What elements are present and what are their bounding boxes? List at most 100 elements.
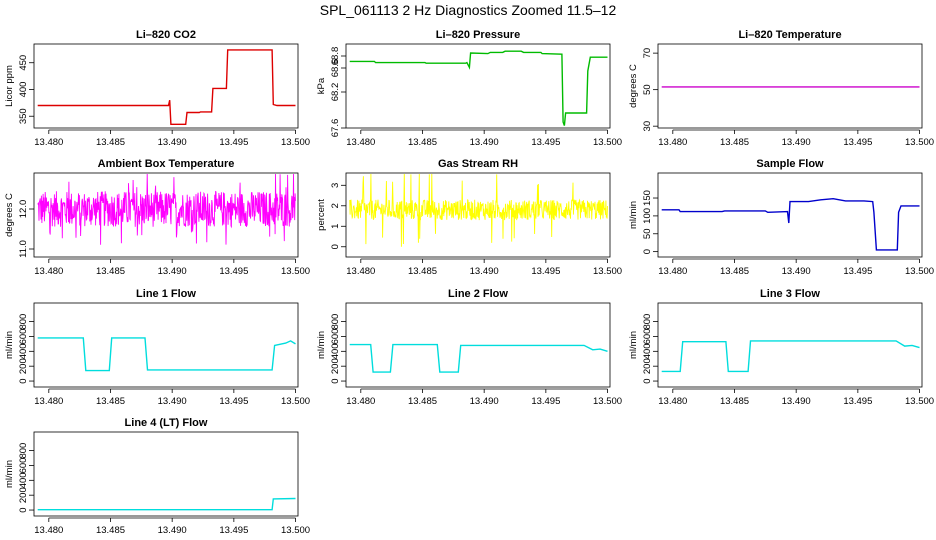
plot-frame: [33, 431, 299, 517]
x-tick-label: 13.490: [470, 137, 499, 148]
x-tick-label: 13.485: [96, 525, 125, 536]
x-tick-label: 13.495: [531, 396, 560, 407]
panel-line-3-flow: Line 3 Flow 13.480 13.485 13.490 13.495 13.50…: [628, 288, 934, 407]
y-tick-label: 0: [18, 507, 29, 512]
x-tick-label: 13.490: [158, 396, 187, 407]
x-tick-label: 13.495: [843, 266, 872, 277]
x-tick-label: 13.495: [843, 137, 872, 148]
y-tick-label: 200: [18, 358, 29, 374]
y-tick-label: 50: [642, 228, 653, 239]
panel-ambient-box-temperature: Ambient Box Temperature 13.480 13.485 13.49…: [4, 158, 310, 277]
y-axis-label: degrees C: [4, 193, 15, 237]
panel-title: Gas Stream RH: [438, 158, 518, 170]
x-tick-label: 13.485: [408, 266, 437, 277]
y-tick-label: 350: [18, 108, 29, 124]
y-tick-label: 68.2: [330, 83, 341, 102]
y-tick-label: 800: [18, 314, 29, 330]
panel-line-2-flow: Line 2 Flow 13.480 13.485 13.490 13.495 13.50…: [316, 288, 622, 407]
x-tick-label: 13.480: [658, 137, 687, 148]
series-line: [661, 197, 920, 251]
x-tick-label: 13.500: [905, 396, 934, 407]
y-tick-label: 450: [18, 55, 29, 71]
x-tick-label: 13.495: [219, 525, 248, 536]
panel-title: Li–820 CO2: [136, 29, 196, 41]
y-tick-label: 12.0: [18, 200, 29, 219]
x-tick-label: 13.485: [720, 396, 749, 407]
x-tick-label: 13.500: [281, 137, 310, 148]
plot-frame: [345, 172, 611, 258]
plot-frame: [33, 172, 299, 258]
panel-gas-stream-rh: Gas Stream RH 13.480 13.485 13.490 13.495 13.…: [316, 158, 622, 277]
y-tick-label: 0: [642, 378, 653, 383]
x-tick-label: 13.485: [720, 137, 749, 148]
x-tick-label: 13.490: [782, 137, 811, 148]
panel-title: Line 4 (LT) Flow: [125, 417, 208, 429]
x-tick-label: 13.480: [346, 137, 375, 148]
y-axis-label: ml/min: [628, 201, 639, 229]
y-axis-label: ml/min: [628, 331, 639, 359]
series-line: [37, 497, 296, 511]
y-tick-label: 800: [642, 314, 653, 330]
series-line: [349, 343, 608, 373]
series-line: [37, 174, 296, 245]
y-tick-label: 600: [642, 329, 653, 345]
y-axis-label: percent: [316, 199, 327, 231]
plot-frame: [657, 172, 923, 258]
plot-frame: [33, 302, 299, 388]
y-tick-label: 1: [330, 224, 341, 229]
panel-line-1-flow: Line 1 Flow 13.480 13.485 13.490 13.495 13.50…: [4, 288, 310, 407]
x-tick-label: 13.500: [905, 137, 934, 148]
x-tick-label: 13.500: [905, 266, 934, 277]
y-tick-label: 600: [18, 458, 29, 474]
y-tick-label: 800: [18, 443, 29, 459]
x-tick-label: 13.500: [593, 137, 622, 148]
x-tick-label: 13.480: [346, 266, 375, 277]
y-tick-label: 200: [330, 358, 341, 374]
y-tick-label: 600: [18, 329, 29, 345]
x-tick-label: 13.495: [531, 137, 560, 148]
y-axis-label: ml/min: [316, 331, 327, 359]
x-tick-label: 13.485: [408, 396, 437, 407]
x-tick-label: 13.480: [34, 266, 63, 277]
y-axis-label: Licor ppm: [4, 65, 15, 107]
x-tick-label: 13.485: [96, 396, 125, 407]
y-tick-label: 2: [330, 203, 341, 208]
y-tick-label: 68.8: [330, 47, 341, 66]
x-tick-label: 13.495: [219, 396, 248, 407]
x-tick-label: 13.500: [593, 266, 622, 277]
x-tick-label: 13.490: [470, 266, 499, 277]
series-line: [661, 340, 920, 373]
plot-frame: [33, 43, 299, 129]
x-tick-label: 13.500: [593, 396, 622, 407]
y-tick-label: 70: [642, 48, 653, 59]
x-tick-label: 13.495: [843, 396, 872, 407]
x-tick-label: 13.480: [658, 266, 687, 277]
x-tick-label: 13.480: [34, 137, 63, 148]
panel-line-4-lt-flow: Line 4 (LT) Flow 13.480 13.485 13.490 13.495…: [4, 417, 310, 536]
y-tick-label: 3: [330, 183, 341, 188]
panel-li-820-pressure: Li–820 Pressure 13.480 13.485 13.490 13.495 1…: [316, 29, 622, 148]
y-axis-label: degrees C: [628, 64, 639, 108]
panel-title: Ambient Box Temperature: [98, 158, 235, 170]
y-tick-label: 0: [18, 378, 29, 383]
y-tick-label: 400: [18, 472, 29, 488]
x-tick-label: 13.500: [281, 266, 310, 277]
plot-frame: [345, 43, 611, 129]
y-tick-label: 800: [330, 314, 341, 330]
x-tick-label: 13.495: [219, 137, 248, 148]
plot-frame: [345, 302, 611, 388]
x-tick-label: 13.490: [782, 266, 811, 277]
x-tick-label: 13.490: [158, 525, 187, 536]
panel-li-820-co2: Li–820 CO2 13.480 13.485 13.490 13.495 13.500…: [4, 29, 310, 148]
panel-title: Li–820 Temperature: [738, 29, 841, 41]
y-tick-label: 30: [642, 121, 653, 132]
series-line: [349, 174, 608, 247]
y-axis-label: ml/min: [4, 331, 15, 359]
x-tick-label: 13.485: [408, 137, 437, 148]
x-tick-label: 13.500: [281, 525, 310, 536]
x-tick-label: 13.485: [96, 137, 125, 148]
y-tick-label: 150: [642, 190, 653, 206]
y-axis-label: ml/min: [4, 460, 15, 488]
panel-title: Line 3 Flow: [760, 288, 820, 300]
